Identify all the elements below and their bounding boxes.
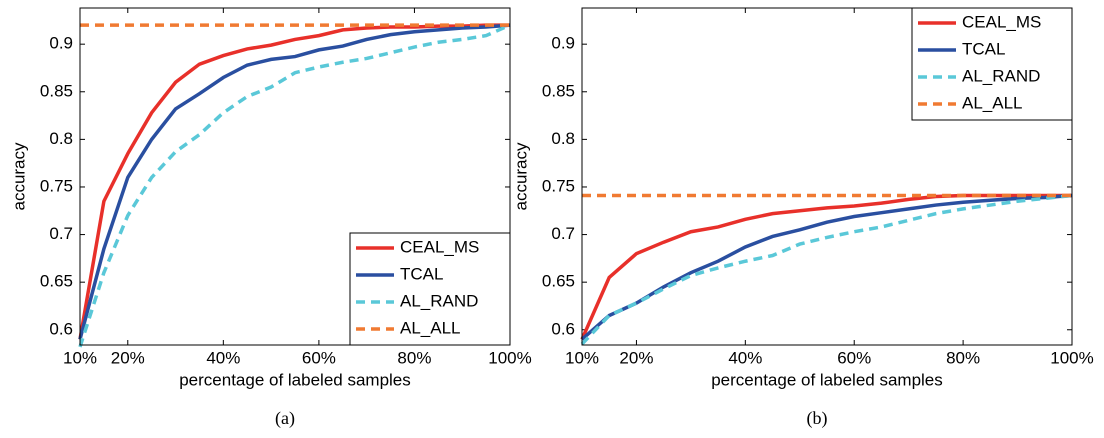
legend-label: CEAL_MS	[400, 237, 479, 256]
axes-frame	[79, 7, 511, 346]
legend-label: CEAL_MS	[962, 12, 1041, 31]
legend-label: AL_ALL	[400, 318, 461, 337]
caption: (a)	[275, 408, 295, 429]
y-tick-label: 0.9	[551, 34, 575, 53]
legend-label: AL_RAND	[962, 66, 1040, 85]
x-axis-label: percentage of labeled samples	[711, 370, 943, 389]
legend-box	[911, 7, 1073, 121]
y-tick-label: 0.8	[551, 129, 575, 148]
legend-label: TCAL	[962, 39, 1005, 58]
x-tick-label: 10%	[63, 348, 97, 367]
y-tick-label: 0.85	[542, 81, 575, 100]
line-series	[78, 23, 510, 340]
line-series	[580, 193, 1073, 346]
y-tick-label: 0.75	[542, 176, 575, 195]
x-tick-label: 60%	[302, 348, 336, 367]
subplot: 10% 20% 40% 60% 80% 100% 0.6 0.65 0.7 0.75 0.8 0.85…	[511, 7, 1094, 429]
y-tick-label: 0.6	[49, 319, 73, 338]
legend-label: AL_ALL	[962, 93, 1023, 112]
line-series	[580, 193, 1073, 341]
y-tick-label: 0.9	[49, 34, 73, 53]
legend-label: TCAL	[400, 264, 443, 283]
x-tick-label: 80%	[946, 348, 980, 367]
line-series	[78, 23, 511, 340]
x-tick-label: 80%	[397, 348, 431, 367]
x-tick-label: 100%	[1050, 348, 1093, 367]
legend-label: AL_RAND	[400, 291, 478, 310]
y-tick-label: 0.65	[542, 272, 575, 291]
x-tick-label: 20%	[111, 348, 145, 367]
x-tick-label: 40%	[728, 348, 762, 367]
y-tick-label: 0.85	[40, 81, 73, 100]
line-series	[78, 23, 511, 348]
y-tick-label: 0.65	[40, 272, 73, 291]
x-tick-label: 60%	[837, 348, 871, 367]
x-tick-label: 10%	[565, 348, 599, 367]
legend-box	[349, 232, 511, 346]
y-tick-label: 0.7	[551, 224, 575, 243]
y-tick-label: 0.7	[49, 224, 73, 243]
y-tick-label: 0.6	[551, 319, 575, 338]
x-axis-label: percentage of labeled samples	[179, 370, 411, 389]
y-tick-label: 0.8	[49, 129, 73, 148]
caption: (b)	[807, 408, 828, 429]
x-tick-label: 20%	[619, 348, 653, 367]
y-axis-label: accuracy	[9, 142, 28, 211]
x-tick-label: 100%	[488, 348, 531, 367]
axes-frame	[581, 7, 1073, 346]
x-tick-label: 40%	[206, 348, 240, 367]
y-axis-label: accuracy	[511, 142, 530, 211]
y-tick-label: 0.75	[40, 176, 73, 195]
subplot: 10% 20% 40% 60% 80% 100% 0.6 0.65 0.7 0.75 0.8 0.85…	[9, 7, 532, 429]
